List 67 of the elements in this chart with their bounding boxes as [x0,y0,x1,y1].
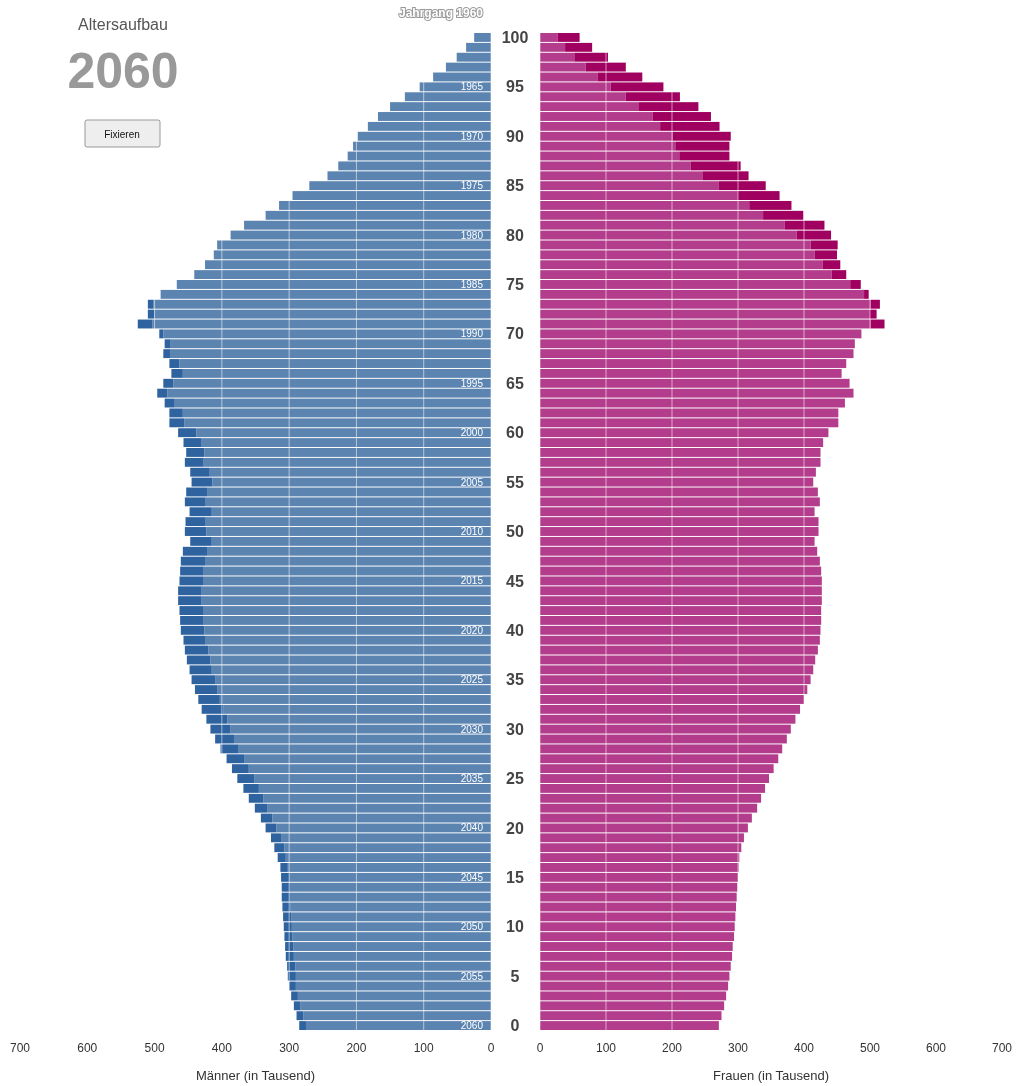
y-tick-label: 1975 [460,180,484,192]
y-tick-label: 2020 [460,624,484,636]
x-tick-label: 300 [727,1041,749,1055]
y-tick-label: 0 [510,1017,520,1035]
y-tick-label: 80 [506,226,524,244]
y-tick-label: 2035 [460,773,484,785]
x-tick-label: 200 [661,1041,683,1055]
y-tick-label: 20 [506,819,524,837]
y-tick-label: 2000 [460,427,484,439]
x-tick-label: 500 [859,1041,881,1055]
x-axis-title: Männer (in Tausend) [196,1068,315,1083]
bar [850,280,861,289]
y-tick-label: 1985 [460,278,484,290]
y-tick-label: 2015 [460,575,484,587]
y-tick-label: 2060 [460,1020,484,1032]
y-tick-label: 25 [506,770,524,788]
y-tick-label: 60 [506,424,524,442]
y-tick-label: 90 [506,127,524,145]
y-tick-label: 95 [506,78,524,96]
annotation: Fixieren [104,129,140,140]
x-tick-label: 400 [211,1041,233,1055]
y-tick-label: 15 [506,868,524,886]
y-tick-label: 35 [506,671,524,689]
x-tick-label: 600 [77,1041,98,1055]
y-tick-label: 55 [506,473,524,491]
bar [864,289,869,299]
chart-subtitle: 2060 [67,43,179,99]
y-tick-label: 5 [510,967,520,985]
y-tick-label: 2040 [460,822,484,834]
y-tick-label: 2025 [460,674,484,686]
y-tick-label: 2050 [460,921,484,933]
x-tick-label: 0 [487,1041,495,1055]
y-tick-label: 2055 [460,970,484,982]
y-tick-label: 1965 [460,81,484,93]
y-tick-label: 70 [506,325,524,343]
x-tick-label: 400 [793,1041,815,1055]
x-tick-label: 700 [9,1041,31,1055]
x-tick-label: 600 [925,1041,947,1055]
x-tick-label: 100 [595,1041,617,1055]
chart-title: Altersaufbau [78,16,168,33]
y-tick-label: 1980 [460,229,484,241]
y-tick-label: 45 [506,572,524,590]
x-tick-label: 500 [144,1041,165,1055]
x-tick-label: 200 [346,1041,367,1055]
y-tick-label: 100 [501,29,529,47]
text: Jahrgang 1960 [398,6,484,21]
y-tick-label: 2030 [460,723,484,735]
y-tick-label: 1970 [460,130,484,142]
y-tick-label: 40 [506,621,524,639]
y-tick-label: 30 [506,720,524,738]
y-tick-label: 2005 [460,476,484,488]
x-tick-label: 700 [991,1041,1013,1055]
y-tick-label: 50 [506,523,524,541]
fixieren-button: Fixieren [84,119,161,148]
x-tick-label: 300 [279,1041,300,1055]
x-axis-title: Frauen (in Tausend) [712,1068,830,1083]
y-tick-label: 75 [506,276,524,294]
y-tick-label: 10 [506,918,524,936]
x-tick-label: 0 [536,1041,544,1055]
y-tick-label: 1990 [460,328,484,340]
x-tick-label: 100 [413,1041,435,1055]
y-tick-label: 2010 [460,526,484,537]
y-tick-label: 85 [506,177,524,195]
y-tick-label: 1995 [460,377,484,389]
y-tick-label: 65 [506,374,524,392]
y-tick-label: 2045 [460,871,484,883]
bar [159,329,164,339]
